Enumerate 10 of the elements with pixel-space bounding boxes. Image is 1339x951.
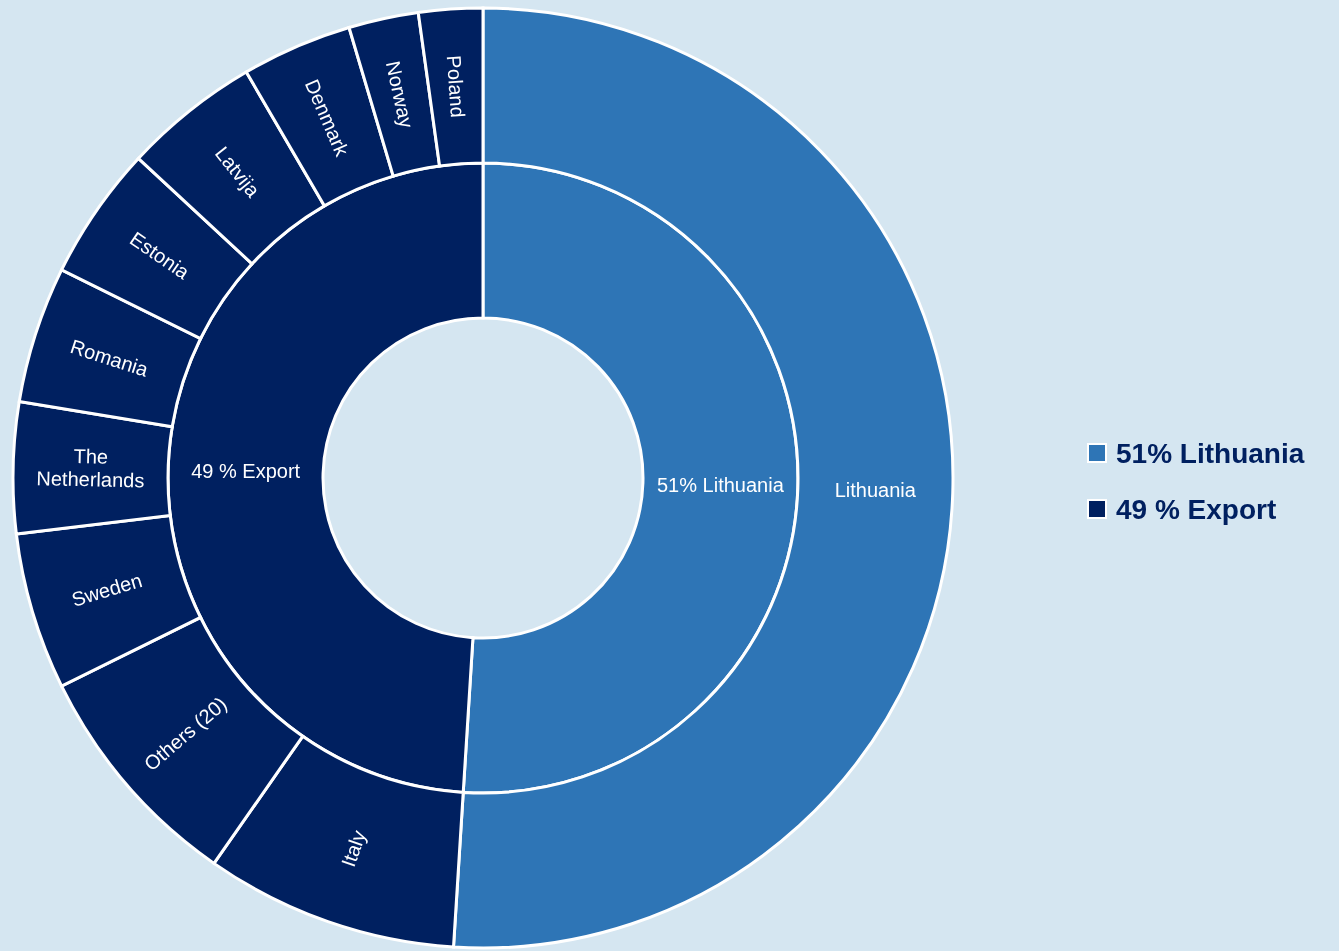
legend-label: 51% Lithuania [1116, 437, 1305, 469]
legend-label: 49 % Export [1116, 493, 1277, 525]
slice-label: 49 % Export [191, 459, 301, 482]
slice-label: Italy [337, 827, 370, 870]
slice-label: Poland [442, 54, 470, 119]
slice-label: 51% Lithuania [656, 474, 785, 497]
slice-label: Norway [381, 58, 418, 130]
slice-label: Lithuania [834, 479, 917, 502]
slice-label: Sweden [69, 569, 145, 611]
slice-label: The Netherlands [36, 445, 145, 492]
